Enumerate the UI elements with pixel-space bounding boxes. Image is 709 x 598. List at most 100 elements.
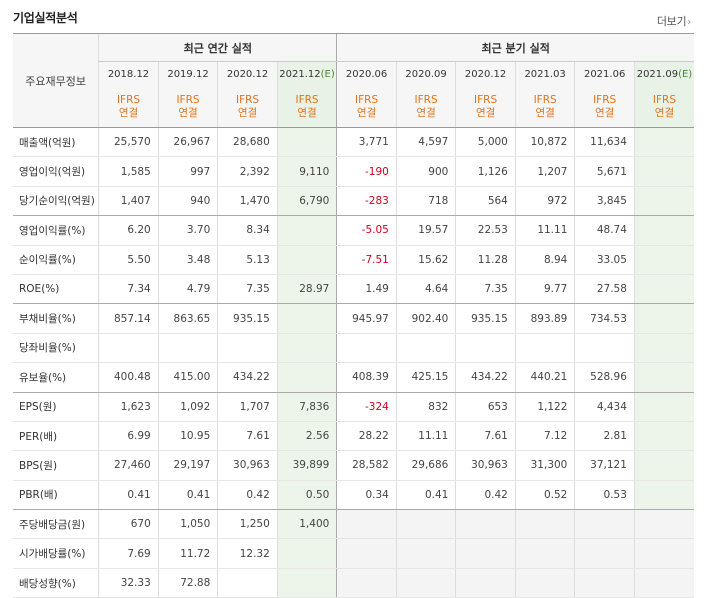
table-cell: 7.61 bbox=[455, 421, 516, 452]
chevron-right-icon: › bbox=[687, 17, 691, 28]
ifrs-label: IFRS bbox=[474, 93, 498, 106]
table-cell bbox=[633, 362, 694, 393]
row-label: BPS(원) bbox=[13, 450, 99, 481]
table-cell: 8.94 bbox=[514, 245, 575, 275]
table-cell: 2,392 bbox=[217, 156, 278, 187]
ifrs-label: IFRS bbox=[652, 93, 676, 106]
table-cell: 935.15 bbox=[455, 303, 516, 334]
table-cell bbox=[276, 333, 337, 364]
row-label: PER(배) bbox=[13, 421, 99, 452]
row-label: 부채비율(%) bbox=[13, 303, 99, 334]
table-cell bbox=[633, 421, 694, 452]
row-label: 영업이익(억원) bbox=[13, 156, 99, 187]
row-label: 매출액(억원) bbox=[13, 127, 99, 158]
table-row: 유보율(%) 400.48 415.00 434.22 408.39 425.15 434.… bbox=[13, 362, 694, 393]
table-cell: 857.14 bbox=[98, 303, 159, 334]
row-label: 주당배당금(원) bbox=[13, 509, 99, 540]
table-cell: 12.32 bbox=[217, 538, 278, 569]
table-cell: 1,250 bbox=[217, 509, 278, 540]
table-cell bbox=[633, 333, 694, 364]
row-label: 영업이익률(%) bbox=[13, 215, 99, 246]
table-cell bbox=[276, 538, 337, 569]
row-label: EPS(원) bbox=[13, 392, 99, 422]
table-cell bbox=[514, 333, 575, 364]
ifrs-header: IFRS 연결 bbox=[336, 86, 397, 128]
period-date: 2020.09 bbox=[405, 68, 447, 80]
table-row: 순이익률(%) 5.50 3.48 5.13 -7.51 15.62 11.28 8.94 33… bbox=[13, 245, 694, 275]
table-row: EPS(원) 1,623 1,092 1,707 7,836 -324 832 653 1,12… bbox=[13, 392, 694, 422]
table-cell: 28.22 bbox=[336, 421, 397, 452]
ifrs-label: IFRS bbox=[533, 93, 557, 106]
table-cell: 28,582 bbox=[336, 450, 397, 481]
table-cell: 25,570 bbox=[98, 127, 159, 158]
row-label: 순이익률(%) bbox=[13, 245, 99, 275]
period-date: 2019.12 bbox=[167, 68, 209, 80]
table-cell: 1,623 bbox=[98, 392, 159, 422]
table-cell bbox=[395, 333, 456, 364]
table-cell: 1,092 bbox=[157, 392, 218, 422]
ifrs-header: IFRS 연결 bbox=[276, 86, 337, 128]
table-cell: 415.00 bbox=[157, 362, 218, 393]
consolidated-label: 연결 bbox=[475, 106, 496, 119]
table-cell bbox=[633, 186, 694, 217]
ifrs-header: IFRS 연결 bbox=[98, 86, 159, 128]
consolidated-label: 연결 bbox=[237, 106, 258, 119]
ifrs-header: IFRS 연결 bbox=[633, 86, 694, 128]
financial-table: 주요재무정보 최근 연간 실적 최근 분기 실적 2018.12 2019.12 2… bbox=[13, 33, 694, 598]
table-cell: 4,597 bbox=[395, 127, 456, 158]
table-cell: 28.97 bbox=[276, 274, 337, 305]
consolidated-label: 연결 bbox=[297, 106, 317, 119]
table-cell: 1,707 bbox=[217, 392, 278, 422]
table-cell: 1,407 bbox=[98, 186, 159, 217]
table-cell: 5,000 bbox=[455, 127, 516, 158]
table-row: 시가배당률(%) 7.69 11.72 12.32 bbox=[13, 538, 694, 569]
row-label: 당좌비율(%) bbox=[13, 333, 99, 364]
table-cell: 408.39 bbox=[336, 362, 397, 393]
ifrs-label: IFRS bbox=[235, 93, 260, 106]
table-cell: 3,771 bbox=[336, 127, 397, 158]
table-cell bbox=[633, 274, 694, 305]
table-cell bbox=[633, 245, 694, 275]
period-header: 2018.12 bbox=[98, 61, 159, 86]
row-label: 시가배당률(%) bbox=[13, 538, 99, 569]
table-cell: 5,671 bbox=[574, 156, 635, 187]
table-cell: 39,899 bbox=[276, 450, 337, 481]
table-cell: 37,121 bbox=[574, 450, 635, 481]
period-header: 2020.06 bbox=[336, 61, 397, 86]
table-cell: 1,050 bbox=[157, 509, 218, 540]
table-row: 배당성향(%) 32.33 72.88 bbox=[13, 568, 694, 598]
table-cell bbox=[336, 509, 397, 540]
row-label: PBR(배) bbox=[13, 480, 99, 511]
table-cell bbox=[514, 538, 575, 569]
table-cell bbox=[633, 303, 694, 334]
table-cell: 935.15 bbox=[217, 303, 278, 334]
table-cell: 11.72 bbox=[157, 538, 218, 569]
table-cell bbox=[336, 333, 397, 364]
table-row: PER(배) 6.99 10.95 7.61 2.56 28.22 11.11 7.61 7.1… bbox=[13, 421, 694, 452]
table-cell: 27,460 bbox=[98, 450, 159, 481]
table-cell: 5.13 bbox=[217, 245, 278, 275]
ifrs-label: IFRS bbox=[414, 93, 438, 106]
estimate-mark: (E) bbox=[320, 68, 335, 80]
table-cell: 940 bbox=[157, 186, 218, 217]
period-date: 2021.03 bbox=[524, 68, 566, 80]
table-cell bbox=[633, 568, 694, 598]
more-link[interactable]: 더보기› bbox=[657, 13, 691, 29]
table-cell: -5.05 bbox=[336, 215, 397, 246]
table-cell bbox=[633, 127, 694, 158]
table-row: 매출액(억원) 25,570 26,967 28,680 3,771 4,597 5,000… bbox=[13, 127, 694, 158]
table-cell: 7.35 bbox=[455, 274, 516, 305]
table-row: 당좌비율(%) bbox=[13, 333, 694, 364]
table-row: 부채비율(%) 857.14 863.65 935.15 945.97 902.40 935… bbox=[13, 303, 694, 334]
table-cell: 972 bbox=[514, 186, 575, 217]
table-cell bbox=[395, 568, 456, 598]
table-cell: 6.99 bbox=[98, 421, 159, 452]
table-cell bbox=[217, 333, 278, 364]
table-cell bbox=[336, 538, 397, 569]
table-cell: 0.52 bbox=[514, 480, 575, 511]
ifrs-header: IFRS 연결 bbox=[514, 86, 575, 128]
table-cell: 0.41 bbox=[157, 480, 218, 511]
table-cell: 0.41 bbox=[395, 480, 456, 511]
table-cell: 564 bbox=[455, 186, 516, 217]
table-cell bbox=[276, 362, 337, 393]
